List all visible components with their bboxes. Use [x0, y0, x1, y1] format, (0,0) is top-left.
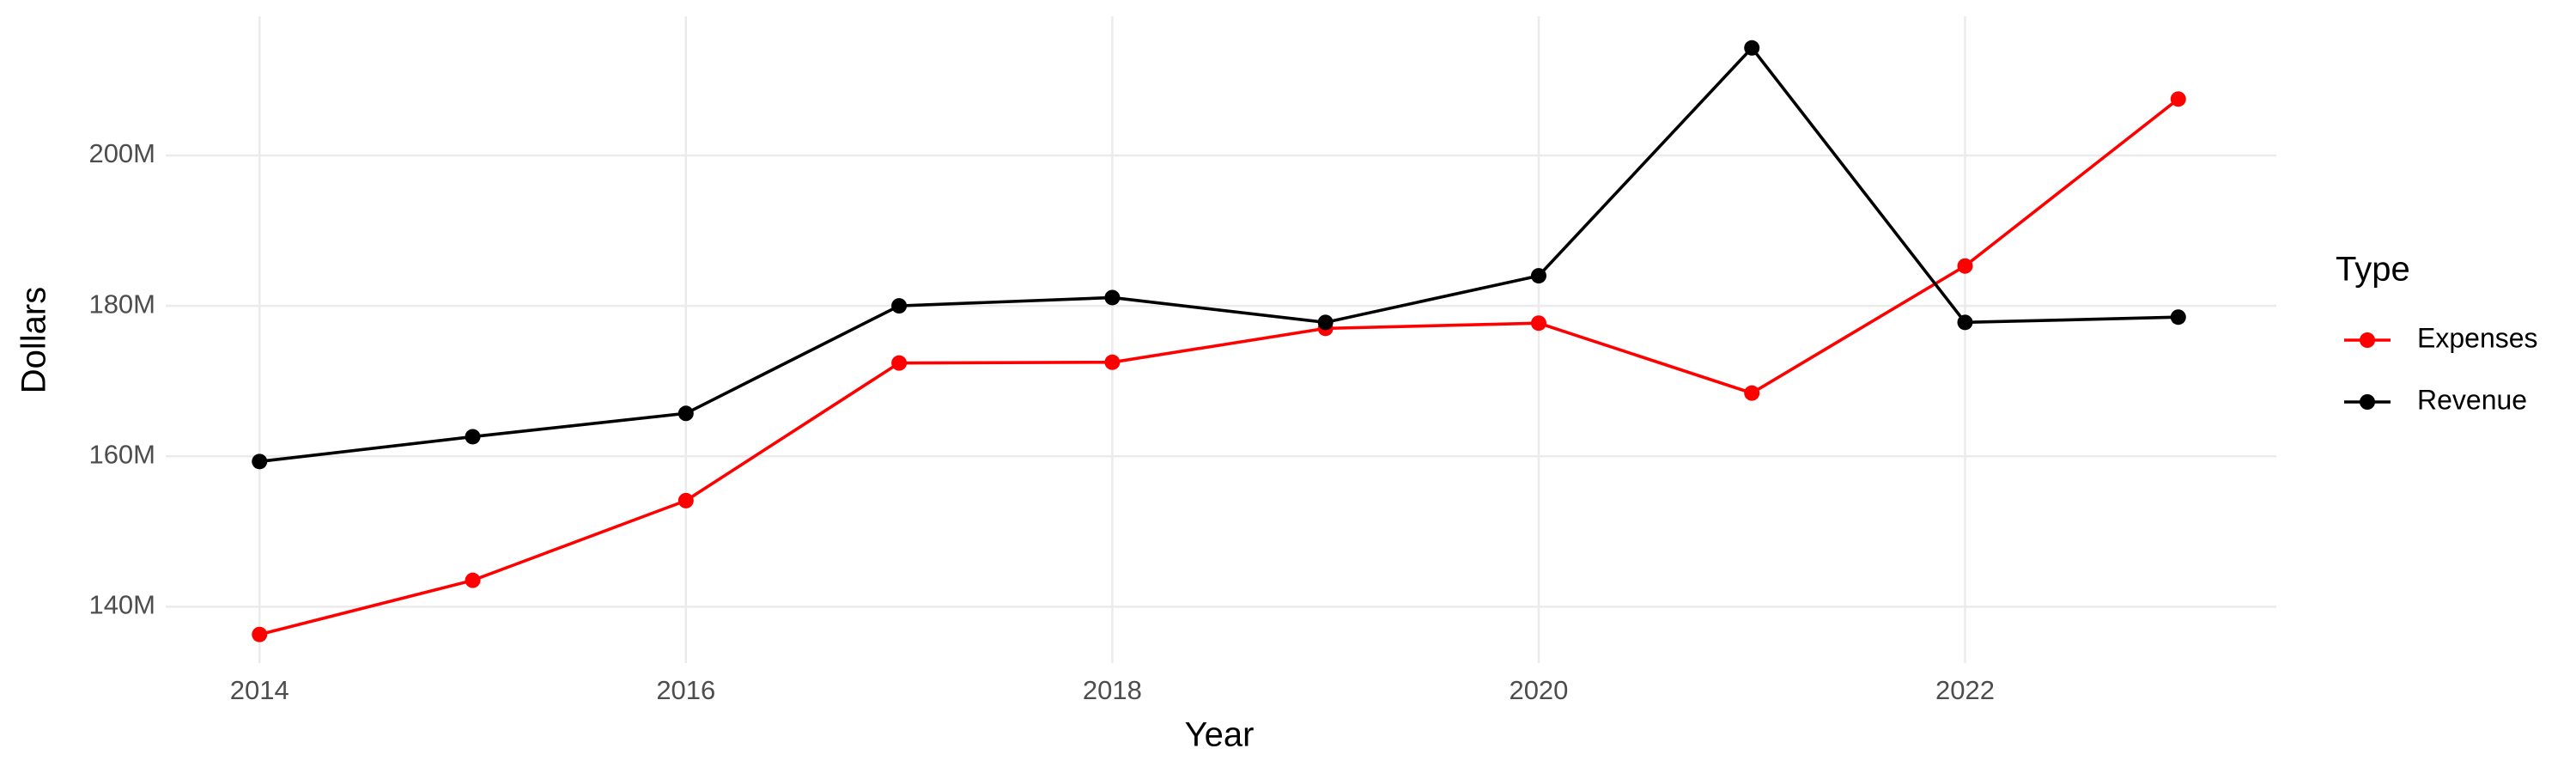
data-point: [1957, 314, 1973, 331]
data-point: [465, 429, 481, 445]
data-point: [891, 298, 908, 314]
data-point: [1744, 385, 1760, 401]
series-line: [258, 97, 2179, 636]
series-line: [259, 46, 2178, 464]
data-point: [1104, 354, 1121, 370]
data-point: [252, 453, 268, 470]
data-point: [2170, 309, 2186, 326]
data-point: [1317, 314, 1334, 331]
data-point: [1957, 258, 1973, 274]
y-axis-title: Dollars: [15, 287, 53, 393]
legend-point: [2360, 332, 2375, 348]
x-tick-label: 2016: [656, 675, 715, 705]
y-tick-label: 140M: [88, 590, 155, 620]
legend-title: Type: [2336, 251, 2410, 289]
data-point: [1530, 268, 1546, 284]
data-point: [1104, 289, 1121, 306]
data-point: [1744, 40, 1760, 56]
data-point: [891, 355, 908, 371]
data-point: [2170, 91, 2186, 107]
legend-point: [2360, 394, 2375, 410]
x-tick-label: 2014: [230, 675, 289, 705]
y-tick-label: 200M: [88, 138, 155, 168]
x-tick-label: 2020: [1509, 675, 1568, 705]
legend-label: Expenses: [2417, 322, 2538, 353]
x-tick-label: 2022: [1935, 675, 1995, 705]
data-point: [677, 492, 694, 508]
y-tick-label: 160M: [88, 439, 155, 469]
x-axis-title: Year: [1185, 716, 1255, 754]
data-point: [252, 626, 268, 642]
data-point: [465, 572, 481, 588]
legend-label: Revenue: [2417, 384, 2527, 415]
data-point: [677, 405, 694, 422]
data-point: [1530, 315, 1546, 332]
x-tick-label: 2018: [1083, 675, 1142, 705]
y-tick-label: 180M: [88, 289, 155, 319]
